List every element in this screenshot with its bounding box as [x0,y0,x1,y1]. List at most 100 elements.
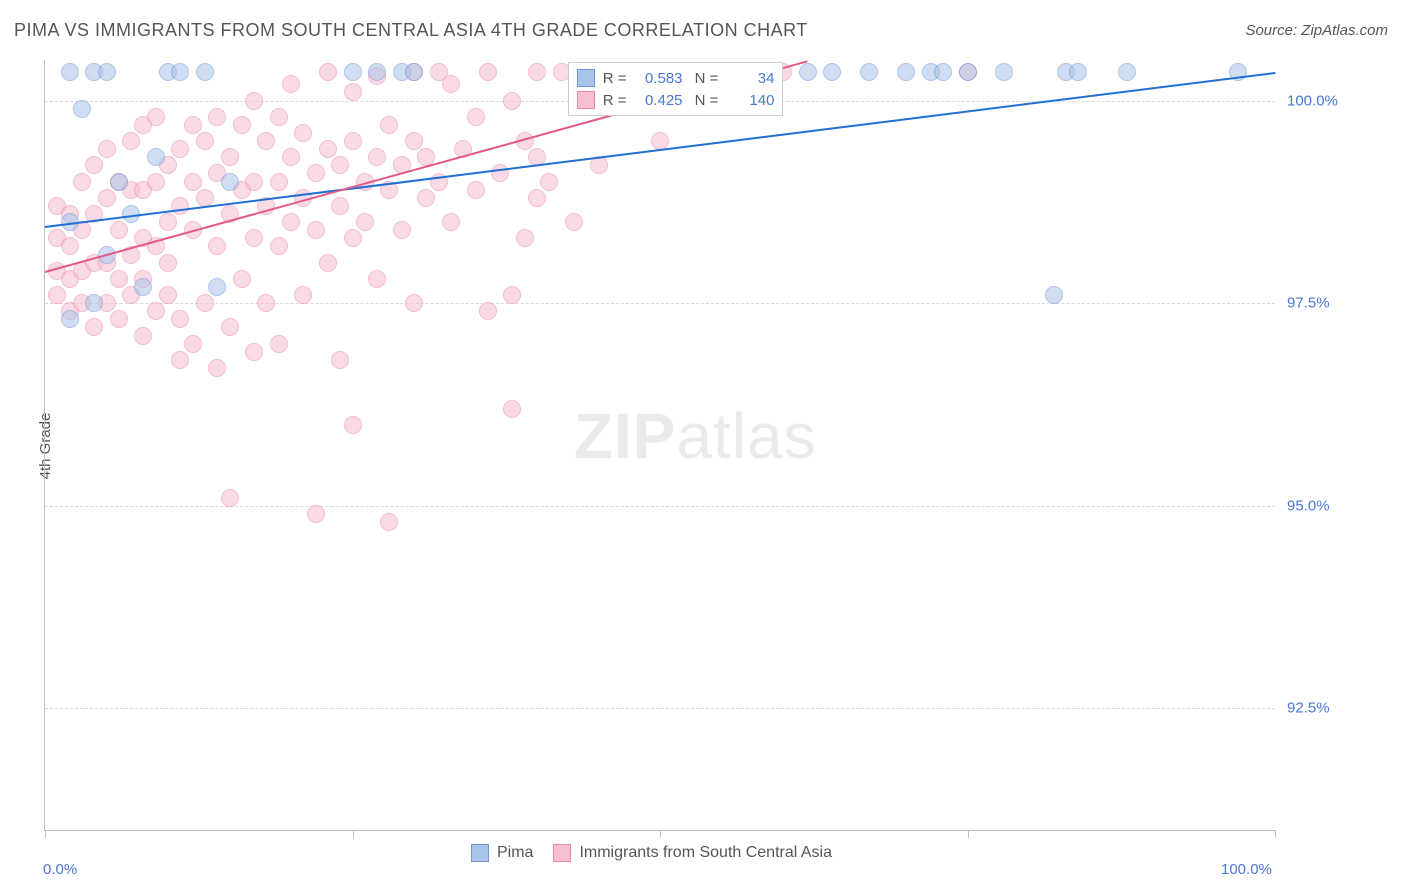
data-point [171,197,189,215]
data-point [85,318,103,336]
data-point [245,229,263,247]
data-point [331,351,349,369]
data-point [344,83,362,101]
data-point [233,270,251,288]
data-point [257,132,275,150]
data-point [1069,63,1087,81]
data-point [368,63,386,81]
stat-r-label: R = [603,92,627,109]
data-point [110,221,128,239]
stat-n-label: N = [691,92,719,109]
data-point [368,148,386,166]
data-point [417,189,435,207]
legend-swatch [553,844,571,862]
stats-box: R =0.583 N =34R =0.425 N =140 [568,62,784,116]
data-point [245,92,263,110]
data-point [344,63,362,81]
data-point [85,294,103,312]
data-point [134,278,152,296]
stat-n-value: 34 [726,70,774,87]
data-point [319,140,337,158]
data-point [959,63,977,81]
data-point [73,173,91,191]
data-point [257,294,275,312]
watermark-light: atlas [676,400,816,472]
data-point [540,173,558,191]
data-point [934,63,952,81]
x-tick-label: 100.0% [1221,861,1272,878]
data-point [823,63,841,81]
data-point [171,351,189,369]
data-point [503,92,521,110]
data-point [98,140,116,158]
data-point [61,63,79,81]
stat-n-value: 140 [726,92,774,109]
data-point [503,286,521,304]
data-point [405,132,423,150]
data-point [196,63,214,81]
data-point [73,100,91,118]
data-point [1045,286,1063,304]
data-point [307,221,325,239]
chart-container: PIMA VS IMMIGRANTS FROM SOUTH CENTRAL AS… [0,0,1406,892]
data-point [270,108,288,126]
data-point [184,173,202,191]
data-point [294,124,312,142]
data-point [110,270,128,288]
watermark: ZIPatlas [574,399,817,473]
x-tick [660,830,661,838]
data-point [110,173,128,191]
data-point [995,63,1013,81]
data-point [208,237,226,255]
data-point [196,132,214,150]
data-point [307,505,325,523]
data-point [860,63,878,81]
legend-label: Pima [497,844,533,862]
data-point [147,302,165,320]
y-tick-label: 97.5% [1287,295,1330,312]
data-point [147,148,165,166]
gridline [45,708,1275,709]
data-point [98,63,116,81]
data-point [110,310,128,328]
data-point [208,278,226,296]
data-point [171,310,189,328]
stat-r-label: R = [603,70,627,87]
watermark-bold: ZIP [574,400,677,472]
data-point [405,63,423,81]
data-point [233,116,251,134]
data-point [799,63,817,81]
data-point [221,148,239,166]
data-point [319,254,337,272]
data-point [221,318,239,336]
data-point [98,189,116,207]
x-tick-label: 0.0% [43,861,77,878]
data-point [61,237,79,255]
x-tick [968,830,969,838]
data-point [319,63,337,81]
data-point [159,213,177,231]
data-point [467,181,485,199]
stats-row: R =0.425 N =140 [577,89,775,111]
data-point [380,116,398,134]
data-point [442,75,460,93]
data-point [270,173,288,191]
x-tick [45,830,46,838]
plot-area: ZIPatlas 92.5%95.0%97.5%100.0%0.0%100.0%… [44,60,1275,831]
chart-title: PIMA VS IMMIGRANTS FROM SOUTH CENTRAL AS… [14,20,808,41]
gridline [45,303,1275,304]
data-point [368,270,386,288]
data-point [516,229,534,247]
data-point [245,343,263,361]
stats-row: R =0.583 N =34 [577,67,775,89]
legend-swatch [471,844,489,862]
data-point [171,63,189,81]
data-point [565,213,583,231]
legend-item: Immigrants from South Central Asia [553,842,832,864]
data-point [282,75,300,93]
data-point [405,294,423,312]
legend-swatch [577,69,595,87]
data-point [897,63,915,81]
data-point [442,213,460,231]
data-point [159,254,177,272]
